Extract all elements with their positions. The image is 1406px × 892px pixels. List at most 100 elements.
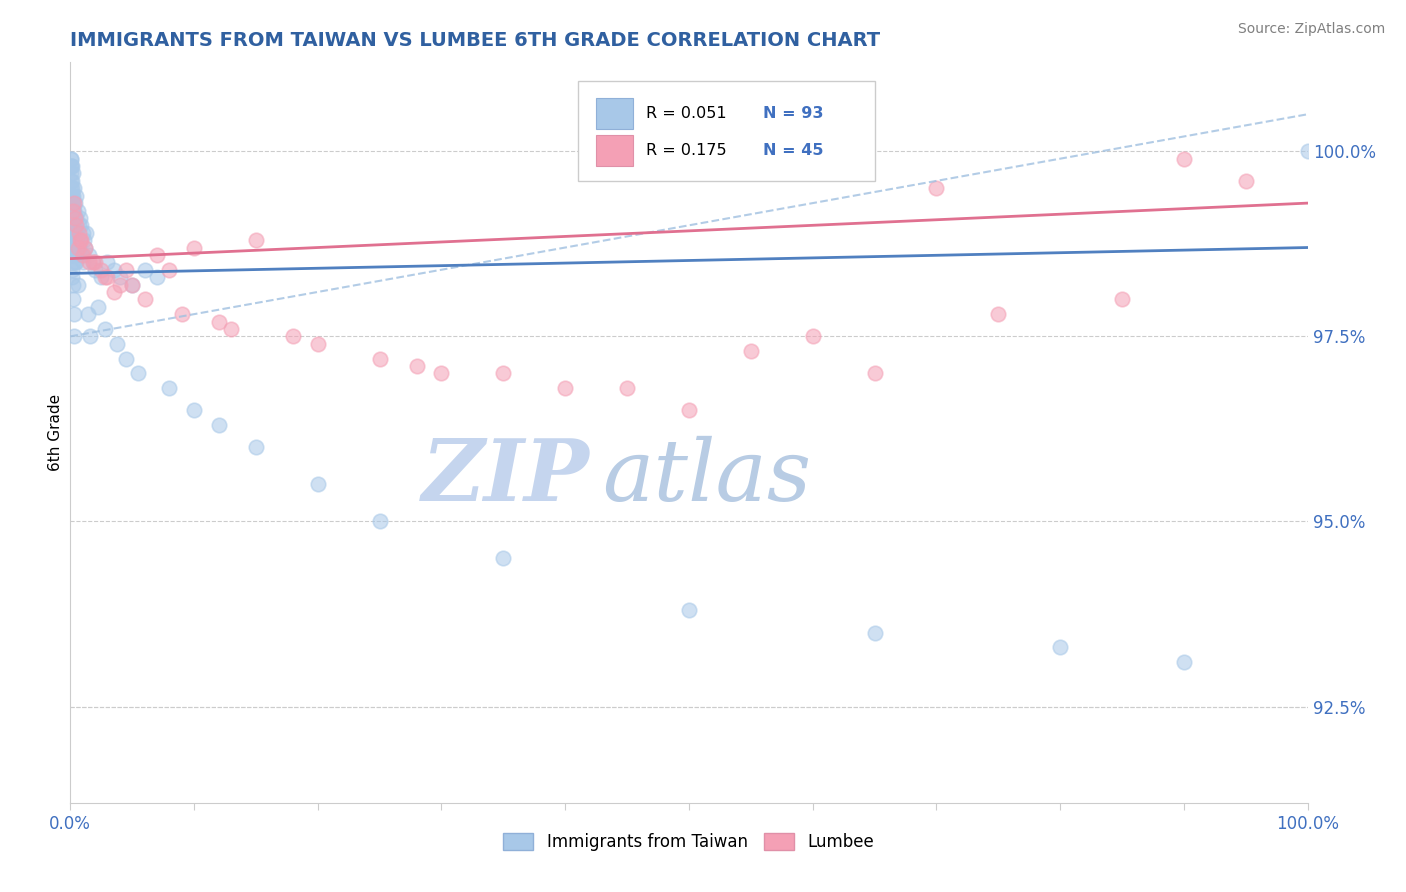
- Point: [1049, 640, 1071, 655]
- Point: [62, 219, 84, 233]
- Point: [84, 255, 107, 269]
- Point: [863, 367, 886, 381]
- Point: [62, 203, 84, 218]
- Point: [65, 255, 87, 269]
- Point: [60, 241, 83, 255]
- Point: [60, 174, 83, 188]
- Point: [146, 270, 169, 285]
- Point: [1173, 152, 1195, 166]
- Point: [62, 219, 84, 233]
- Point: [70, 219, 93, 233]
- Point: [183, 241, 205, 255]
- Point: [86, 300, 108, 314]
- Point: [430, 367, 453, 381]
- Text: ZIP: ZIP: [422, 435, 591, 519]
- Point: [307, 336, 329, 351]
- Point: [60, 233, 83, 247]
- Point: [59, 167, 82, 181]
- Point: [801, 329, 824, 343]
- Point: [65, 188, 87, 202]
- Point: [368, 515, 391, 529]
- Point: [63, 181, 86, 195]
- Point: [65, 226, 87, 240]
- Point: [65, 211, 87, 225]
- Point: [76, 307, 98, 321]
- Point: [60, 174, 83, 188]
- Point: [105, 336, 128, 351]
- Point: [63, 211, 86, 225]
- Point: [65, 248, 87, 262]
- Point: [62, 188, 84, 202]
- Point: [134, 262, 156, 277]
- Point: [146, 248, 169, 262]
- Point: [82, 255, 104, 269]
- Point: [219, 322, 242, 336]
- Point: [60, 248, 83, 262]
- Point: [281, 329, 304, 343]
- Point: [63, 203, 86, 218]
- Point: [75, 241, 97, 255]
- Point: [75, 226, 97, 240]
- Text: IMMIGRANTS FROM TAIWAN VS LUMBEE 6TH GRADE CORRELATION CHART: IMMIGRANTS FROM TAIWAN VS LUMBEE 6TH GRA…: [70, 30, 880, 50]
- Point: [1173, 655, 1195, 669]
- Y-axis label: 6th Grade: 6th Grade: [48, 394, 63, 471]
- Point: [1234, 174, 1257, 188]
- Point: [1111, 293, 1133, 307]
- Point: [245, 441, 267, 455]
- Point: [72, 248, 94, 262]
- Point: [60, 226, 83, 240]
- Point: [77, 248, 100, 262]
- Point: [66, 233, 89, 247]
- Point: [63, 241, 86, 255]
- Point: [492, 551, 515, 566]
- Point: [208, 418, 231, 433]
- Point: [79, 329, 101, 343]
- Point: [65, 196, 87, 211]
- Point: [70, 248, 93, 262]
- Point: [108, 277, 131, 292]
- Point: [94, 322, 117, 336]
- Point: [65, 211, 87, 225]
- Point: [59, 188, 82, 202]
- Point: [59, 159, 82, 173]
- Point: [60, 233, 83, 247]
- Point: [84, 262, 107, 277]
- Point: [73, 233, 96, 247]
- Point: [77, 255, 100, 269]
- Legend: Immigrants from Taiwan, Lumbee: Immigrants from Taiwan, Lumbee: [496, 826, 882, 857]
- Point: [103, 262, 125, 277]
- Point: [616, 381, 638, 395]
- FancyBboxPatch shape: [578, 81, 875, 181]
- Point: [62, 196, 84, 211]
- Point: [63, 255, 86, 269]
- Point: [60, 203, 83, 218]
- Text: R = 0.175: R = 0.175: [645, 143, 727, 158]
- Point: [157, 262, 180, 277]
- Point: [67, 226, 90, 240]
- Text: R = 0.051: R = 0.051: [645, 106, 727, 121]
- Point: [60, 203, 83, 218]
- Point: [60, 188, 83, 202]
- Point: [60, 181, 83, 195]
- Point: [60, 211, 83, 225]
- Point: [740, 344, 762, 359]
- Point: [121, 277, 143, 292]
- Point: [90, 270, 112, 285]
- Point: [62, 293, 84, 307]
- Point: [67, 219, 90, 233]
- Point: [127, 367, 149, 381]
- Point: [66, 203, 89, 218]
- Point: [60, 181, 83, 195]
- Point: [245, 233, 267, 247]
- Point: [60, 159, 83, 173]
- Point: [368, 351, 391, 366]
- Point: [65, 226, 87, 240]
- Point: [66, 233, 89, 247]
- Point: [60, 219, 83, 233]
- Point: [63, 196, 86, 211]
- Point: [63, 329, 86, 343]
- Point: [59, 152, 82, 166]
- Point: [60, 270, 83, 285]
- Point: [62, 167, 84, 181]
- Point: [66, 241, 89, 255]
